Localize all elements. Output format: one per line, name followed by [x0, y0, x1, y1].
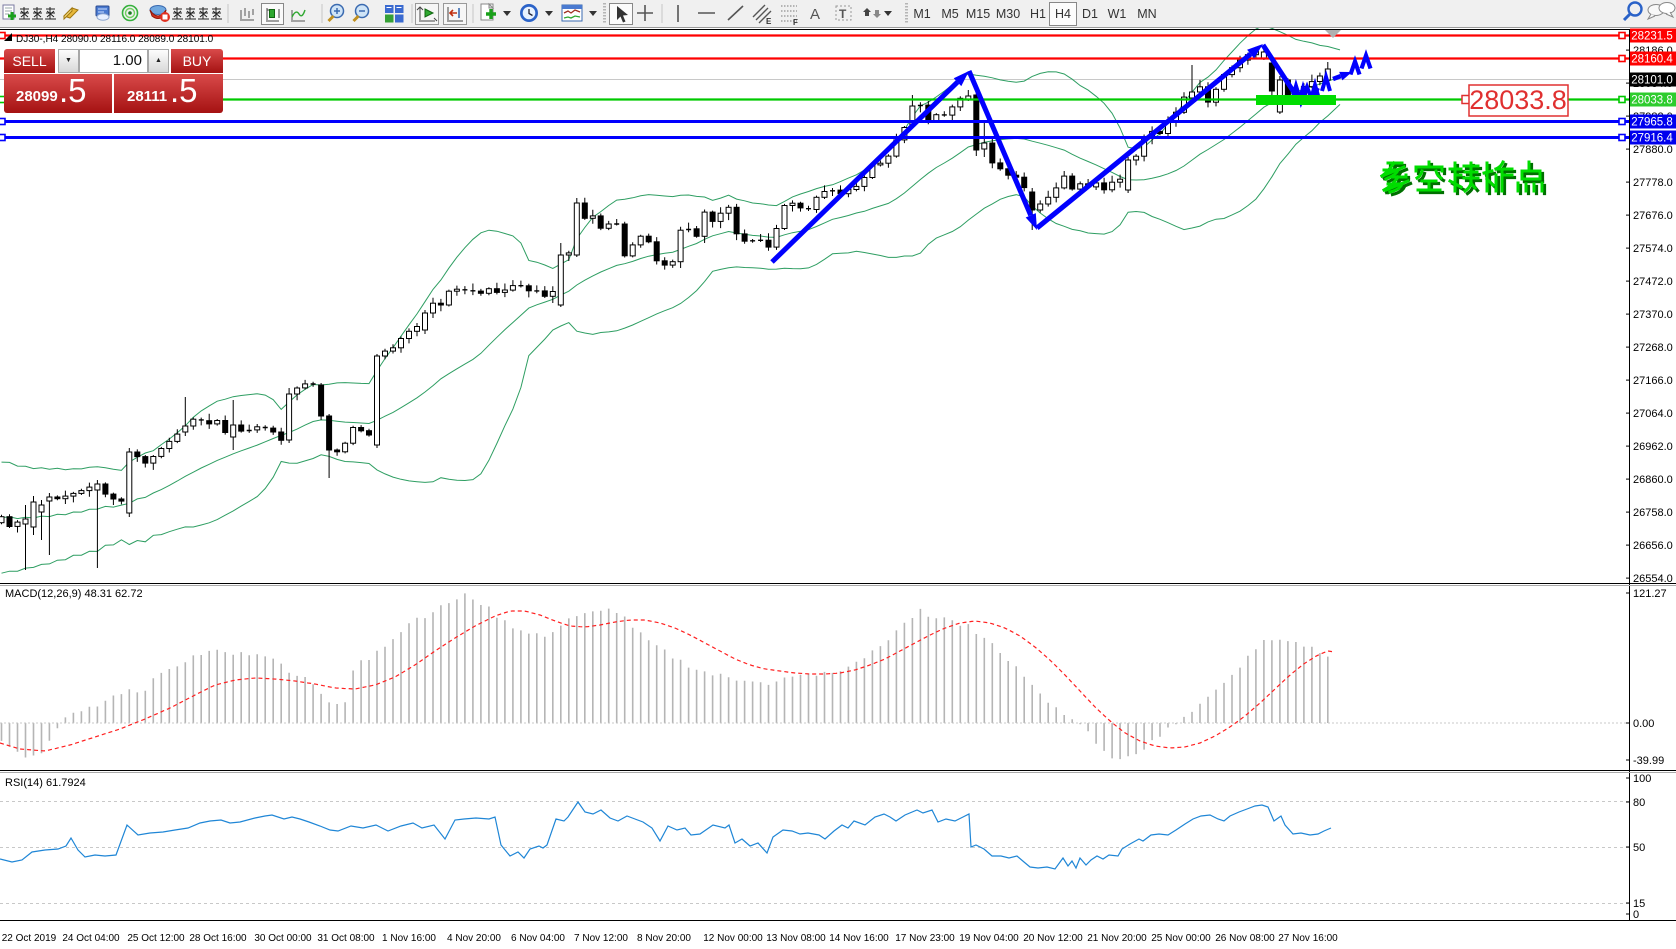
svg-text:A: A [810, 6, 820, 23]
svg-text:27472.0: 27472.0 [1633, 276, 1673, 288]
svg-text:1 Nov 16:00: 1 Nov 16:00 [382, 933, 436, 944]
svg-text:15: 15 [1633, 898, 1645, 910]
svg-text:M5: M5 [941, 7, 958, 21]
svg-text:7 Nov 12:00: 7 Nov 12:00 [574, 933, 628, 944]
svg-text:27916.4: 27916.4 [1631, 133, 1673, 145]
svg-text:MACD(12,26,9) 48.31 62.72: MACD(12,26,9) 48.31 62.72 [5, 588, 143, 600]
svg-text:DJ30-,H4 28090.0 28116.0 2808: DJ30-,H4 28090.0 28116.0 28089.0 28101.0 [16, 34, 214, 45]
svg-text:8 Nov 20:00: 8 Nov 20:00 [637, 933, 691, 944]
svg-text:19 Nov 04:00: 19 Nov 04:00 [959, 933, 1019, 944]
svg-text:121.27: 121.27 [1633, 588, 1667, 600]
svg-text:27268.0: 27268.0 [1633, 342, 1673, 354]
svg-text:26 Nov 08:00: 26 Nov 08:00 [1215, 933, 1275, 944]
svg-text:28101.0: 28101.0 [1631, 75, 1673, 87]
svg-text:80: 80 [1633, 797, 1645, 809]
svg-text:0: 0 [1633, 909, 1639, 921]
svg-text:12 Nov 00:00: 12 Nov 00:00 [703, 933, 763, 944]
svg-text:28033.8: 28033.8 [1469, 85, 1567, 115]
svg-text:14 Nov 16:00: 14 Nov 16:00 [829, 933, 889, 944]
svg-text:MN: MN [1137, 7, 1156, 21]
svg-text:13 Nov 08:00: 13 Nov 08:00 [766, 933, 826, 944]
svg-text:27676.0: 27676.0 [1633, 210, 1673, 222]
svg-text:H1: H1 [1030, 7, 1046, 21]
svg-text:M30: M30 [996, 7, 1020, 21]
svg-text:W1: W1 [1108, 7, 1127, 21]
svg-text:0.00: 0.00 [1633, 718, 1654, 730]
svg-text:28160.4: 28160.4 [1631, 54, 1673, 66]
svg-text:-39.99: -39.99 [1633, 755, 1664, 767]
svg-text:27 Nov 16:00: 27 Nov 16:00 [1278, 933, 1338, 944]
svg-text:4 Nov 20:00: 4 Nov 20:00 [447, 933, 501, 944]
svg-text:T: T [839, 7, 847, 21]
svg-text:27166.0: 27166.0 [1633, 375, 1673, 387]
svg-text:27370.0: 27370.0 [1633, 309, 1673, 321]
svg-text:30 Oct 00:00: 30 Oct 00:00 [254, 933, 312, 944]
svg-text:M1: M1 [913, 7, 930, 21]
svg-text:26758.0: 26758.0 [1633, 507, 1673, 519]
svg-text:M15: M15 [966, 7, 990, 21]
svg-text:28231.5: 28231.5 [1631, 31, 1673, 43]
svg-text:RSI(14) 61.7924: RSI(14) 61.7924 [5, 777, 86, 789]
svg-text:6 Nov 04:00: 6 Nov 04:00 [511, 933, 565, 944]
svg-text:27574.0: 27574.0 [1633, 243, 1673, 255]
svg-text:27064.0: 27064.0 [1633, 408, 1673, 420]
svg-text:H4: H4 [1055, 7, 1071, 21]
svg-text:F: F [793, 18, 798, 27]
svg-text:26860.0: 26860.0 [1633, 474, 1673, 486]
svg-text:26554.0: 26554.0 [1633, 573, 1673, 585]
svg-text:27880.0: 27880.0 [1633, 144, 1673, 156]
svg-text:28 Oct 16:00: 28 Oct 16:00 [189, 933, 247, 944]
svg-text:E: E [766, 17, 772, 26]
svg-text:25 Nov 00:00: 25 Nov 00:00 [1151, 933, 1211, 944]
svg-text:50: 50 [1633, 842, 1645, 854]
svg-text:20 Nov 12:00: 20 Nov 12:00 [1023, 933, 1083, 944]
svg-text:27778.0: 27778.0 [1633, 177, 1673, 189]
svg-text:24 Oct 04:00: 24 Oct 04:00 [62, 933, 120, 944]
svg-text:27965.8: 27965.8 [1631, 117, 1673, 129]
svg-text:26962.0: 26962.0 [1633, 441, 1673, 453]
svg-text:28033.8: 28033.8 [1631, 95, 1673, 107]
svg-text:D1: D1 [1082, 7, 1098, 21]
svg-text:26656.0: 26656.0 [1633, 540, 1673, 552]
svg-text:22 Oct 2019: 22 Oct 2019 [2, 933, 57, 944]
svg-text:17 Nov 23:00: 17 Nov 23:00 [895, 933, 955, 944]
svg-text:100: 100 [1633, 773, 1651, 785]
svg-text:31 Oct 08:00: 31 Oct 08:00 [317, 933, 375, 944]
svg-text:25 Oct 12:00: 25 Oct 12:00 [127, 933, 185, 944]
svg-text:21 Nov 20:00: 21 Nov 20:00 [1087, 933, 1147, 944]
